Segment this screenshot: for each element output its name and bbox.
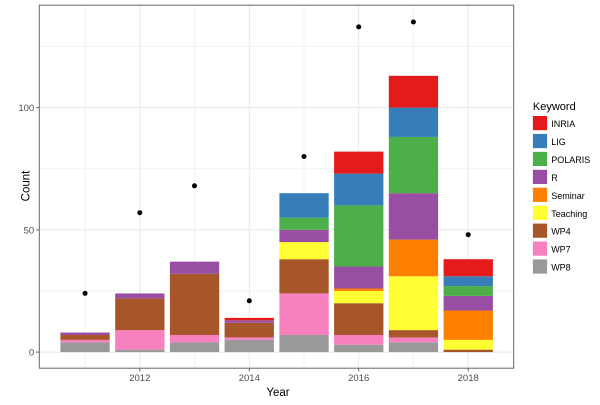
svg-text:R: R — [551, 173, 558, 183]
svg-text:100: 100 — [18, 103, 34, 114]
svg-text:WP4: WP4 — [551, 227, 571, 237]
svg-text:2014: 2014 — [239, 373, 260, 384]
svg-text:POLARIS: POLARIS — [551, 155, 590, 165]
svg-text:Seminar: Seminar — [551, 191, 585, 201]
svg-text:INRIA: INRIA — [551, 119, 575, 129]
svg-text:2012: 2012 — [129, 373, 150, 384]
svg-text:Count: Count — [21, 170, 33, 201]
svg-text:50: 50 — [24, 225, 35, 236]
svg-text:Year: Year — [266, 387, 289, 399]
svg-text:WP8: WP8 — [551, 263, 571, 273]
svg-text:2018: 2018 — [458, 373, 479, 384]
svg-text:WP7: WP7 — [551, 245, 571, 255]
svg-text:Teaching: Teaching — [551, 209, 587, 219]
svg-text:LIG: LIG — [551, 137, 566, 147]
svg-text:Keyword: Keyword — [533, 101, 576, 113]
svg-text:0: 0 — [29, 348, 34, 359]
svg-text:2016: 2016 — [348, 373, 369, 384]
